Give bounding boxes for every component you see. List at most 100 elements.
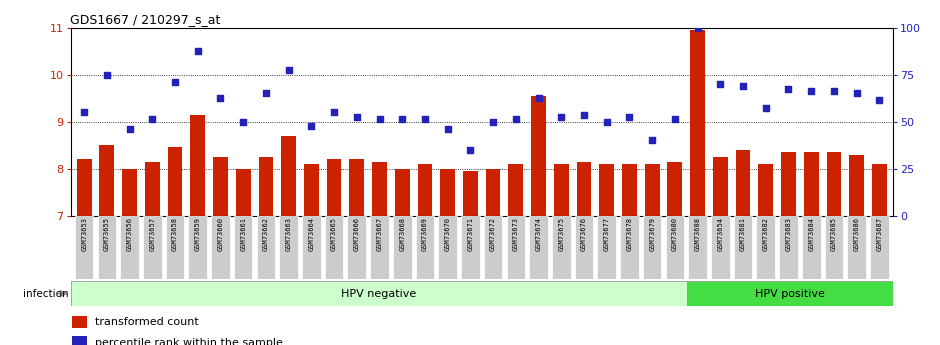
Point (576, 112, 591, 117)
Point (531, 95, 546, 101)
Text: GSM73665: GSM73665 (331, 217, 337, 251)
Bar (165, 216, 184, 279)
Text: percentile rank within the sample: percentile rank within the sample (95, 338, 283, 345)
Bar (826, 152, 841, 216)
Bar (72, 316, 87, 328)
Bar (348, 216, 366, 279)
Bar (75, 216, 93, 279)
Point (372, 117, 387, 122)
Bar (302, 216, 321, 279)
Bar (122, 169, 137, 216)
Bar (234, 216, 253, 279)
Text: GSM73654: GSM73654 (717, 217, 723, 251)
Point (122, 126, 137, 131)
Bar (438, 216, 457, 279)
Text: GSM73676: GSM73676 (581, 217, 587, 251)
Text: GSM73685: GSM73685 (831, 217, 837, 251)
Bar (100, 145, 115, 216)
Bar (600, 164, 614, 216)
Text: HPV positive: HPV positive (755, 289, 825, 298)
Bar (304, 164, 319, 216)
Bar (849, 155, 864, 216)
Bar (188, 216, 207, 279)
Text: GSM73677: GSM73677 (603, 217, 610, 251)
Bar (440, 169, 455, 216)
Point (145, 117, 160, 122)
Point (849, 91, 864, 96)
Point (417, 117, 432, 122)
Point (781, 86, 796, 91)
Bar (779, 216, 798, 279)
Bar (370, 216, 389, 279)
Text: GSM73667: GSM73667 (377, 217, 383, 251)
Point (826, 88, 841, 94)
Text: GDS1667 / 210297_s_at: GDS1667 / 210297_s_at (70, 13, 221, 27)
Bar (72, 336, 87, 345)
Point (871, 98, 886, 103)
Point (167, 79, 182, 85)
Point (645, 138, 660, 143)
Point (759, 105, 774, 110)
Bar (667, 161, 682, 216)
Bar (598, 216, 616, 279)
Text: GSM73662: GSM73662 (263, 217, 269, 251)
Point (77, 109, 92, 115)
Bar (620, 216, 639, 279)
Bar (462, 216, 479, 279)
Bar (191, 115, 205, 216)
Bar (213, 157, 227, 216)
Bar (120, 216, 139, 279)
Bar (463, 171, 478, 216)
Bar (711, 216, 729, 279)
Bar (734, 216, 752, 279)
Bar (870, 216, 888, 279)
Text: GSM73657: GSM73657 (149, 217, 155, 251)
Point (622, 114, 637, 120)
Text: GSM73673: GSM73673 (513, 217, 519, 251)
Bar (872, 164, 886, 216)
Bar (395, 169, 410, 216)
Bar (372, 161, 387, 216)
Point (440, 126, 455, 131)
Bar (736, 150, 750, 216)
Bar (327, 159, 341, 216)
Text: GSM73664: GSM73664 (308, 217, 314, 251)
Point (304, 124, 319, 129)
Point (462, 147, 478, 152)
Bar (143, 216, 162, 279)
Bar (324, 216, 343, 279)
Bar (757, 216, 776, 279)
Bar (98, 216, 117, 279)
Point (486, 119, 501, 124)
Text: HPV negative: HPV negative (341, 289, 416, 298)
Text: GSM73666: GSM73666 (353, 217, 360, 251)
Bar (167, 147, 182, 216)
Point (326, 109, 341, 115)
Point (213, 95, 228, 101)
Bar (486, 169, 500, 216)
Bar (666, 216, 684, 279)
Bar (257, 216, 275, 279)
Text: GSM73656: GSM73656 (127, 217, 133, 251)
Text: GSM73658: GSM73658 (172, 217, 178, 251)
Bar (145, 161, 160, 216)
Bar (212, 216, 229, 279)
Bar (77, 159, 91, 216)
Point (236, 119, 251, 124)
Text: GSM73672: GSM73672 (490, 217, 496, 251)
Bar (70, 281, 687, 306)
Bar (574, 216, 593, 279)
Bar (484, 216, 502, 279)
Text: GSM73674: GSM73674 (536, 217, 541, 251)
Bar (350, 159, 364, 216)
Text: GSM73680: GSM73680 (672, 217, 678, 251)
Point (554, 114, 569, 120)
Bar (529, 216, 548, 279)
Point (804, 88, 819, 94)
Point (599, 119, 614, 124)
Bar (804, 152, 819, 216)
Point (713, 81, 728, 87)
Text: GSM73653: GSM73653 (81, 217, 87, 251)
Bar (802, 216, 821, 279)
Point (667, 117, 682, 122)
